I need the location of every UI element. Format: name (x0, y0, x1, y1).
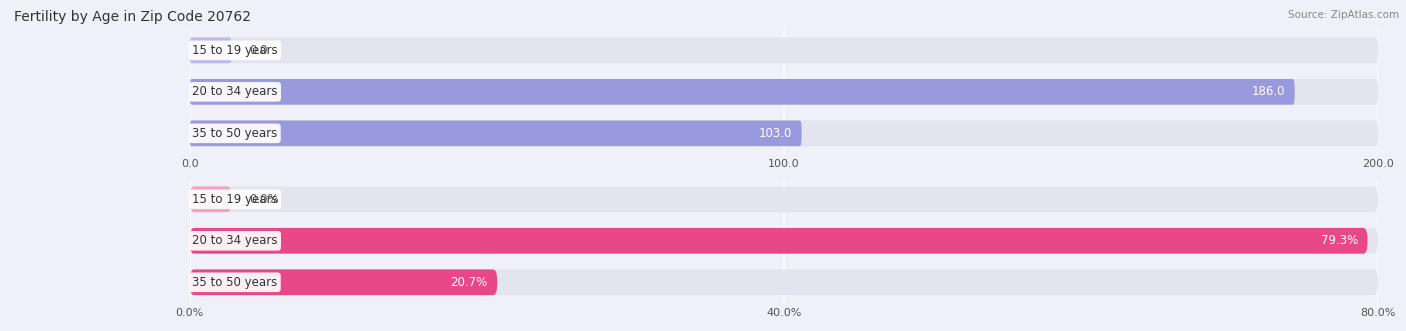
Text: 15 to 19 years: 15 to 19 years (193, 193, 278, 206)
FancyBboxPatch shape (190, 79, 1378, 105)
Text: 15 to 19 years: 15 to 19 years (193, 44, 278, 57)
FancyBboxPatch shape (190, 186, 232, 212)
FancyBboxPatch shape (190, 37, 1378, 63)
FancyBboxPatch shape (190, 120, 1378, 146)
FancyBboxPatch shape (190, 37, 232, 63)
Text: 0.0: 0.0 (249, 44, 267, 57)
Text: 35 to 50 years: 35 to 50 years (193, 276, 277, 289)
Text: 20.7%: 20.7% (450, 276, 488, 289)
Text: 20 to 34 years: 20 to 34 years (193, 85, 278, 98)
Text: 186.0: 186.0 (1251, 85, 1285, 98)
Text: 20 to 34 years: 20 to 34 years (193, 234, 278, 247)
Text: Fertility by Age in Zip Code 20762: Fertility by Age in Zip Code 20762 (14, 10, 252, 24)
Text: 79.3%: 79.3% (1320, 234, 1358, 247)
FancyBboxPatch shape (190, 228, 1368, 254)
FancyBboxPatch shape (190, 269, 1378, 295)
FancyBboxPatch shape (190, 228, 1378, 254)
FancyBboxPatch shape (190, 186, 1378, 212)
FancyBboxPatch shape (190, 79, 1295, 105)
Text: Source: ZipAtlas.com: Source: ZipAtlas.com (1288, 10, 1399, 20)
FancyBboxPatch shape (190, 120, 801, 146)
Text: 35 to 50 years: 35 to 50 years (193, 127, 277, 140)
Text: 0.0%: 0.0% (249, 193, 278, 206)
FancyBboxPatch shape (190, 269, 498, 295)
Text: 103.0: 103.0 (759, 127, 792, 140)
